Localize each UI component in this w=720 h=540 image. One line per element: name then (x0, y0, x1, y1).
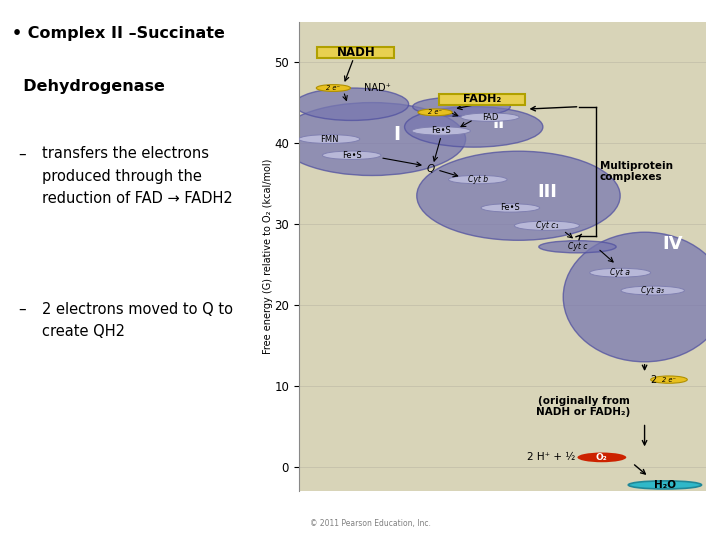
Text: Fe•S: Fe•S (500, 204, 521, 212)
Text: (originally from
NADH or FADH₂): (originally from NADH or FADH₂) (536, 396, 631, 417)
Text: 2 e⁻: 2 e⁻ (428, 109, 442, 116)
Text: –: – (18, 146, 25, 161)
Ellipse shape (294, 88, 409, 120)
Text: 2: 2 (651, 375, 657, 384)
Text: FMN: FMN (320, 134, 338, 144)
Ellipse shape (323, 151, 381, 159)
Ellipse shape (412, 127, 470, 135)
Text: II: II (492, 114, 504, 132)
Y-axis label: Free energy (G) relative to O₂ (kcal/mol): Free energy (G) relative to O₂ (kcal/mol… (263, 159, 273, 354)
Ellipse shape (621, 286, 685, 295)
Text: Cyt c: Cyt c (567, 242, 588, 251)
FancyBboxPatch shape (317, 47, 395, 58)
Ellipse shape (514, 221, 580, 231)
Text: Cyt a₃: Cyt a₃ (642, 286, 664, 295)
Ellipse shape (629, 481, 701, 489)
Text: III: III (537, 183, 557, 201)
Text: • Complex II –Succinate: • Complex II –Succinate (12, 26, 225, 41)
Ellipse shape (405, 106, 543, 147)
Text: –: – (18, 302, 25, 317)
Circle shape (577, 453, 626, 462)
Text: NADH: NADH (336, 46, 375, 59)
Text: Cyt b: Cyt b (468, 175, 488, 184)
Text: Q: Q (427, 164, 435, 174)
Ellipse shape (539, 241, 616, 253)
Circle shape (651, 376, 688, 383)
Ellipse shape (449, 176, 507, 184)
Ellipse shape (413, 97, 510, 117)
Text: 2 H⁺ + ½: 2 H⁺ + ½ (527, 453, 575, 462)
Ellipse shape (299, 134, 360, 144)
Text: Fe•S: Fe•S (431, 126, 451, 136)
Circle shape (418, 109, 452, 116)
Text: Dehydrogenase: Dehydrogenase (12, 79, 165, 93)
Text: IV: IV (663, 235, 683, 253)
Text: O₂: O₂ (596, 453, 608, 462)
Ellipse shape (481, 204, 539, 212)
Text: 2 electrons moved to Q to
create QH2: 2 electrons moved to Q to create QH2 (42, 302, 233, 339)
Text: Cyt c₁: Cyt c₁ (536, 221, 558, 230)
Text: NAD⁺: NAD⁺ (364, 83, 391, 93)
Ellipse shape (417, 151, 620, 240)
Ellipse shape (461, 113, 519, 122)
Text: Multiprotein
complexes: Multiprotein complexes (600, 161, 672, 183)
Text: FAD: FAD (482, 113, 498, 122)
Ellipse shape (279, 103, 466, 176)
Text: © 2011 Pearson Education, Inc.: © 2011 Pearson Education, Inc. (310, 519, 431, 528)
Circle shape (316, 85, 351, 91)
FancyBboxPatch shape (439, 94, 525, 105)
Text: transfers the electrons
produced through the
reduction of FAD → FADH2: transfers the electrons produced through… (42, 146, 233, 206)
Text: Cyt a: Cyt a (611, 268, 630, 277)
Ellipse shape (563, 232, 720, 362)
Text: I: I (393, 125, 400, 145)
Ellipse shape (590, 268, 651, 277)
Text: Fe•S: Fe•S (342, 151, 361, 160)
Text: 2 e⁻: 2 e⁻ (662, 376, 676, 383)
Text: H₂O: H₂O (654, 480, 676, 490)
Text: 2 e⁻: 2 e⁻ (326, 85, 341, 91)
Text: FADH₂: FADH₂ (463, 94, 501, 104)
